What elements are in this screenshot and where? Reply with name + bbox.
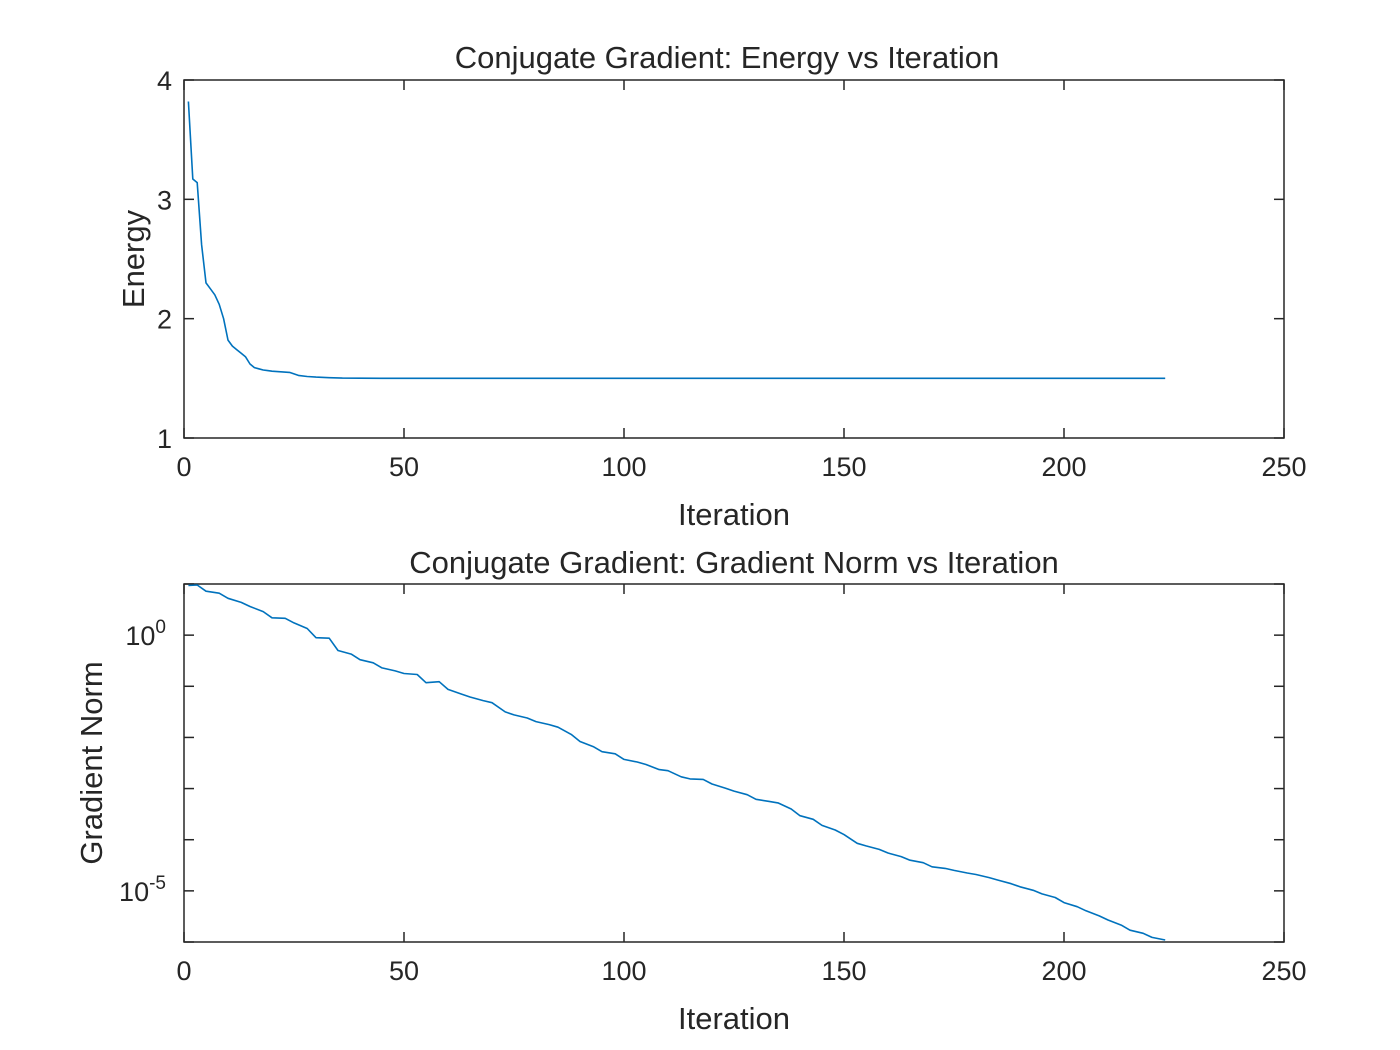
energy-x-tick-label: 0 <box>176 452 191 482</box>
gradient-norm-x-tick-label: 250 <box>1261 956 1306 986</box>
energy-x-tick-label: 50 <box>389 452 419 482</box>
gradient-norm-y-tick-label: 100 <box>125 617 166 651</box>
gradient-norm-chart: Conjugate Gradient: Gradient Norm vs Ite… <box>74 545 1307 1036</box>
gradient-norm-x-tick-label: 0 <box>176 956 191 986</box>
gradient-norm-y-tick-label: 10-5 <box>119 873 166 907</box>
gradient-norm-x-tick-label: 100 <box>601 956 646 986</box>
energy-chart: Conjugate Gradient: Energy vs Iteration … <box>116 40 1307 532</box>
energy-y-tick-label: 3 <box>157 185 172 215</box>
gradient-norm-series-line <box>188 584 1166 941</box>
energy-x-axis-label: Iteration <box>678 497 790 532</box>
energy-y-axis-label: Energy <box>116 209 151 308</box>
energy-y-tick-label: 4 <box>157 66 172 96</box>
gradient-norm-x-tick-label: 50 <box>389 956 419 986</box>
energy-x-tick-label: 150 <box>821 452 866 482</box>
energy-x-tick-label: 250 <box>1261 452 1306 482</box>
energy-x-tick-label: 200 <box>1041 452 1086 482</box>
gradient-norm-y-axis-label: Gradient Norm <box>74 661 109 864</box>
gradient-norm-chart-title: Conjugate Gradient: Gradient Norm vs Ite… <box>409 545 1059 580</box>
gradient-norm-x-tick-label: 200 <box>1041 956 1086 986</box>
energy-chart-title: Conjugate Gradient: Energy vs Iteration <box>455 40 1000 75</box>
energy-x-tick-label: 100 <box>601 452 646 482</box>
energy-series-line <box>187 101 1166 380</box>
gradient-norm-plot-area <box>183 583 1285 943</box>
energy-y-tick-label: 1 <box>157 424 172 454</box>
gradient-norm-x-axis-label: Iteration <box>678 1001 790 1036</box>
energy-y-tick-label: 2 <box>157 305 172 335</box>
energy-plot-area <box>183 79 1285 439</box>
gradient-norm-x-tick-label: 150 <box>821 956 866 986</box>
